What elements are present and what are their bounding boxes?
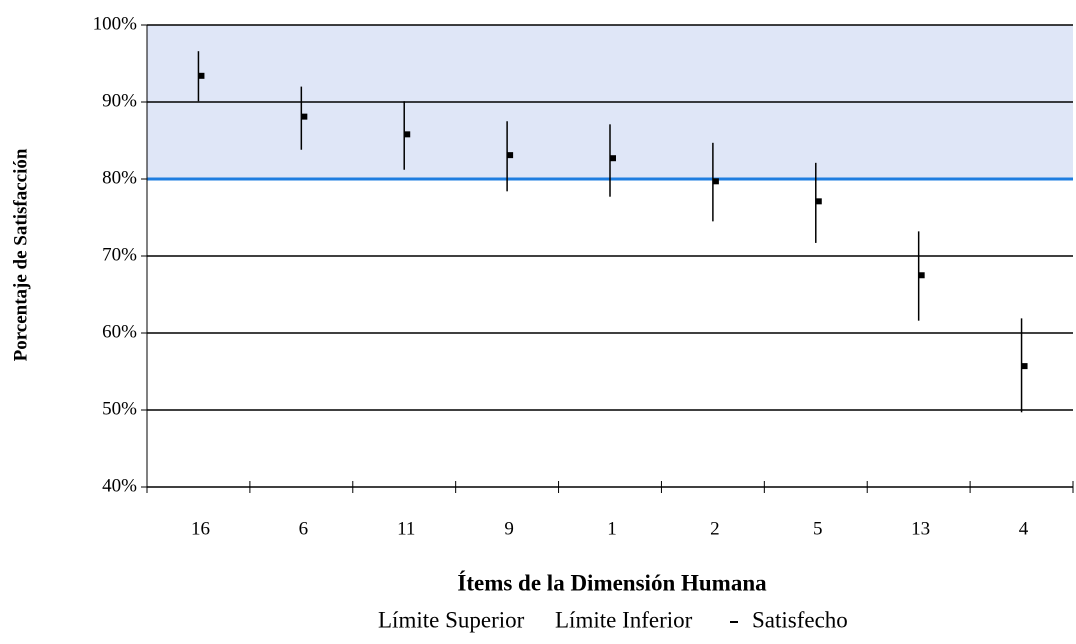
x-tick-label: 13 bbox=[911, 518, 930, 539]
satisfied-marker bbox=[610, 155, 616, 162]
y-axis-title: Porcentaje de Satisfacción bbox=[10, 148, 31, 361]
satisfied-marker bbox=[815, 198, 822, 205]
y-tick-label: 60% bbox=[102, 321, 137, 342]
legend-label: Límite Superior bbox=[378, 607, 525, 632]
satisfied-marker bbox=[301, 113, 308, 120]
satisfied-marker bbox=[198, 72, 205, 79]
x-tick-label: 4 bbox=[1019, 518, 1029, 539]
satisfied-marker bbox=[507, 152, 514, 159]
satisfied-marker bbox=[712, 178, 719, 185]
x-tick-label: 9 bbox=[504, 518, 514, 539]
satisfied-marker bbox=[918, 272, 925, 279]
satisfied-marker bbox=[1021, 363, 1028, 370]
y-tick-label: 80% bbox=[102, 167, 137, 188]
x-tick-label: 6 bbox=[299, 518, 309, 539]
x-tick-label: 1 bbox=[607, 518, 617, 539]
x-tick-label: 11 bbox=[397, 518, 415, 539]
legend-label: Límite Inferior bbox=[555, 607, 693, 632]
x-tick-label: 2 bbox=[710, 518, 720, 539]
y-tick-label: 100% bbox=[93, 13, 138, 34]
x-tick-label: 5 bbox=[813, 518, 823, 539]
y-tick-label: 70% bbox=[102, 244, 137, 265]
satisfied-marker bbox=[404, 131, 411, 138]
y-tick-label: 90% bbox=[102, 90, 137, 111]
y-tick-label: 50% bbox=[102, 398, 137, 419]
x-tick-label: 16 bbox=[191, 518, 210, 539]
x-axis-title: Ítems de la Dimensión Humana bbox=[457, 570, 767, 595]
legend-label: Satisfecho bbox=[752, 607, 848, 632]
y-tick-label: 40% bbox=[102, 475, 137, 496]
